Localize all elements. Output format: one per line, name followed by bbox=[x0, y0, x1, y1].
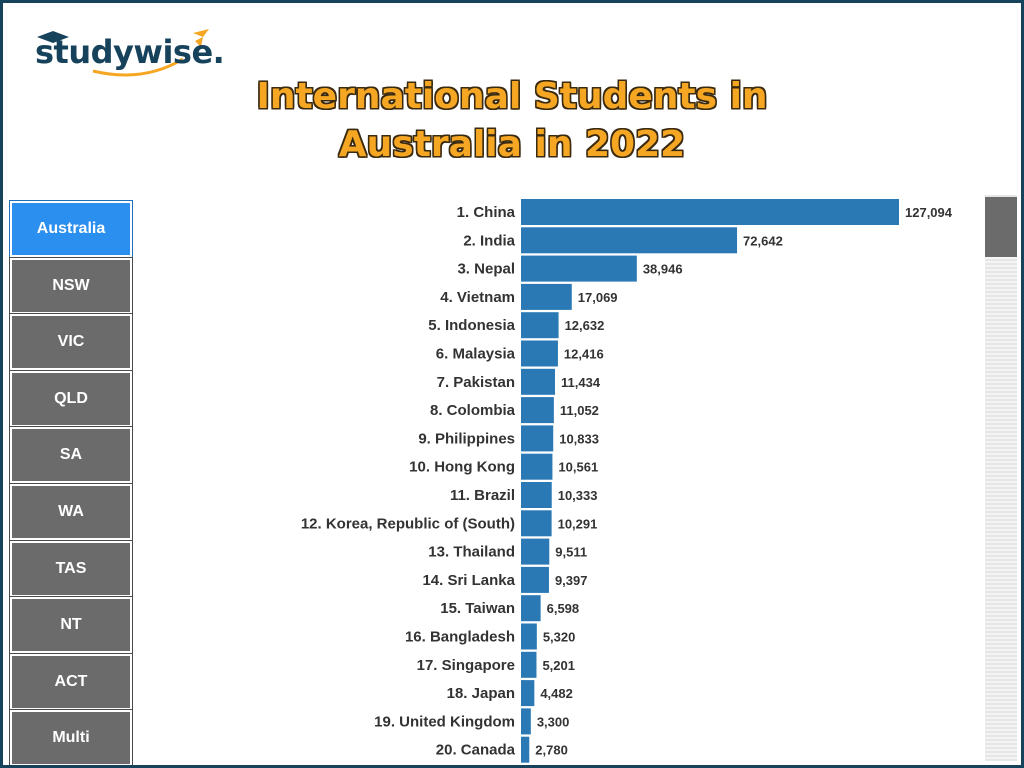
sidebar-tab-multi[interactable]: Multi bbox=[10, 710, 132, 765]
title-line-2: Australia in 2022 bbox=[338, 124, 686, 165]
page-title: International Students in Australia in 2… bbox=[3, 73, 1021, 169]
logo-swoosh-icon bbox=[37, 29, 209, 77]
category-label: 2. India bbox=[463, 232, 515, 249]
sidebar-tab-wa[interactable]: WA bbox=[10, 484, 132, 540]
value-label: 10,833 bbox=[559, 431, 599, 446]
bar[interactable] bbox=[521, 340, 558, 367]
sidebar-tab-vic[interactable]: VIC bbox=[10, 314, 132, 371]
bar[interactable] bbox=[521, 595, 541, 622]
bar[interactable] bbox=[521, 425, 554, 452]
value-label: 9,397 bbox=[555, 573, 588, 588]
logo-text: studywise. bbox=[35, 33, 225, 71]
sidebar-tab-tas[interactable]: TAS bbox=[10, 540, 132, 597]
category-label: 1. China bbox=[457, 204, 516, 221]
value-label: 2,780 bbox=[535, 743, 568, 758]
category-label: 14. Sri Lanka bbox=[422, 572, 515, 589]
bar[interactable] bbox=[521, 368, 556, 395]
category-label: 12. Korea, Republic of (South) bbox=[301, 515, 515, 532]
value-label: 5,201 bbox=[542, 658, 575, 673]
category-label: 8. Colombia bbox=[430, 402, 516, 419]
studywise-logo: studywise. bbox=[33, 27, 225, 81]
bar[interactable] bbox=[521, 538, 550, 565]
value-label: 5,320 bbox=[543, 630, 576, 645]
category-label: 6. Malaysia bbox=[436, 346, 516, 363]
chart-scrollbar[interactable] bbox=[985, 195, 1017, 761]
sidebar-tab-act[interactable]: ACT bbox=[10, 653, 132, 710]
sidebar-tab-australia[interactable]: Australia bbox=[10, 201, 132, 257]
sidebar-tab-qld[interactable]: QLD bbox=[10, 370, 132, 427]
category-label: 20. Canada bbox=[436, 742, 516, 759]
category-label: 13. Thailand bbox=[428, 544, 515, 561]
category-label: 19. United Kingdom bbox=[374, 713, 515, 730]
bar[interactable] bbox=[521, 227, 738, 254]
category-label: 5. Indonesia bbox=[428, 317, 515, 334]
bar[interactable] bbox=[521, 623, 537, 650]
bar[interactable] bbox=[521, 397, 554, 424]
category-label: 9. Philippines bbox=[418, 430, 515, 447]
title-line-1: International Students in bbox=[256, 76, 768, 117]
value-label: 17,069 bbox=[578, 290, 618, 305]
value-label: 9,511 bbox=[555, 545, 587, 560]
bar[interactable] bbox=[521, 566, 549, 593]
category-label: 15. Taiwan bbox=[440, 600, 515, 617]
value-label: 10,333 bbox=[558, 488, 598, 503]
bar[interactable] bbox=[521, 312, 559, 339]
sidebar-tab-nt[interactable]: NT bbox=[10, 597, 132, 654]
bar[interactable] bbox=[521, 651, 537, 678]
value-label: 12,632 bbox=[565, 318, 605, 333]
category-label: 17. Singapore bbox=[417, 657, 515, 674]
scrollbar-thumb[interactable] bbox=[985, 197, 1017, 257]
bar-chart: 1. China 127,094 2. India 72,642 3. Nepal 38,… bbox=[143, 191, 983, 763]
value-label: 72,642 bbox=[743, 233, 783, 248]
category-label: 11. Brazil bbox=[450, 487, 515, 504]
value-label: 10,291 bbox=[558, 516, 598, 531]
bar[interactable] bbox=[521, 510, 552, 537]
category-label: 3. Nepal bbox=[457, 261, 515, 278]
value-label: 4,482 bbox=[540, 686, 573, 701]
category-label: 10. Hong Kong bbox=[409, 459, 515, 476]
value-label: 11,052 bbox=[560, 403, 599, 418]
category-label: 16. Bangladesh bbox=[405, 629, 515, 646]
bar[interactable] bbox=[521, 736, 530, 763]
value-label: 127,094 bbox=[905, 205, 953, 220]
bar[interactable] bbox=[521, 680, 535, 707]
bar[interactable] bbox=[521, 199, 899, 225]
value-label: 3,300 bbox=[537, 714, 570, 729]
bar[interactable] bbox=[521, 482, 552, 508]
sidebar-tab-sa[interactable]: SA bbox=[10, 427, 132, 484]
value-label: 38,946 bbox=[643, 262, 683, 277]
sidebar-tab-nsw[interactable]: NSW bbox=[10, 257, 132, 314]
bar[interactable] bbox=[521, 255, 637, 282]
value-label: 11,434 bbox=[561, 375, 601, 390]
value-label: 12,416 bbox=[564, 347, 604, 362]
category-label: 4. Vietnam bbox=[440, 289, 515, 306]
bar[interactable] bbox=[521, 453, 553, 480]
bar[interactable] bbox=[521, 283, 572, 310]
value-label: 10,561 bbox=[558, 460, 598, 475]
value-label: 6,598 bbox=[547, 601, 580, 616]
category-label: 18. Japan bbox=[447, 685, 515, 702]
bar[interactable] bbox=[521, 708, 531, 735]
category-label: 7. Pakistan bbox=[437, 374, 515, 391]
bar-chart-svg: 1. China 127,094 2. India 72,642 3. Nepal 38,… bbox=[301, 199, 953, 763]
